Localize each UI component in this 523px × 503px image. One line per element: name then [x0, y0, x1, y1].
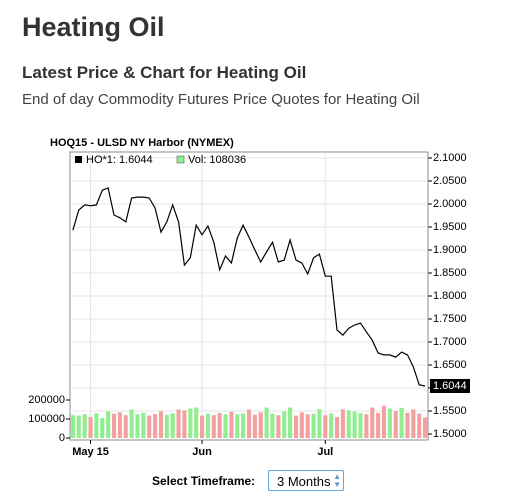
- volume-bar: [423, 417, 428, 438]
- y2-tick-label: 200000: [28, 394, 65, 406]
- volume-bar: [88, 417, 93, 438]
- y-tick-label: 1.8500: [433, 267, 467, 279]
- volume-bar: [364, 414, 369, 438]
- volume-bar: [211, 415, 216, 438]
- volume-bar: [276, 415, 281, 438]
- x-tick-label: May 15: [72, 446, 109, 458]
- page-title: Heating Oil: [22, 12, 165, 42]
- last-price-label: 1.6044: [433, 380, 467, 392]
- volume-bar: [147, 415, 152, 438]
- volume-bar: [311, 413, 316, 438]
- y-tick-label: 1.6500: [433, 359, 467, 371]
- volume-bar: [194, 407, 199, 438]
- volume-bar: [340, 409, 345, 438]
- volume-bar: [405, 412, 410, 438]
- volume-bar: [258, 412, 263, 438]
- volume-bar: [241, 413, 246, 438]
- volume-bar: [100, 418, 105, 438]
- volume-bar: [141, 412, 146, 438]
- y2-tick-label: 100000: [28, 413, 65, 425]
- y-tick-label: 1.5500: [433, 405, 467, 417]
- volume-bar: [370, 407, 375, 438]
- volume-bar: [329, 413, 334, 438]
- volume-bar: [176, 409, 181, 438]
- volume-bar: [217, 412, 222, 438]
- volume-bar: [229, 411, 234, 438]
- price-line: [72, 187, 426, 387]
- select-arrow: ▲ ▼: [333, 472, 341, 489]
- y-tick-label: 1.8000: [433, 290, 467, 302]
- timeframe-value: 3 Months: [277, 474, 331, 489]
- volume-bar: [411, 409, 416, 438]
- volume-bar: [358, 413, 363, 438]
- volume-bar: [153, 414, 158, 438]
- volume-bar: [235, 414, 240, 438]
- volume-bar: [164, 414, 169, 438]
- volume-bar: [199, 415, 205, 438]
- y-tick-label: 1.9500: [433, 221, 467, 233]
- volume-bar: [288, 407, 293, 438]
- volume-bar: [346, 410, 351, 438]
- y-tick-label: 1.7500: [433, 313, 467, 325]
- volume-bar: [223, 414, 228, 438]
- volume-bar: [376, 412, 381, 438]
- timeframe-select[interactable]: 3 Months ▲ ▼: [268, 470, 344, 491]
- volume-bar: [317, 409, 322, 438]
- volume-bar: [111, 413, 117, 438]
- volume-bar: [188, 408, 193, 438]
- volume-bar: [264, 407, 269, 438]
- volume-bar: [205, 413, 210, 438]
- chart: HOQ15 - ULSD NY Harbor (NYMEX) 2.1000 2.0…: [28, 137, 470, 458]
- volume-bar: [352, 411, 357, 438]
- volume-bar: [282, 411, 287, 438]
- volume-bar: [387, 408, 392, 438]
- legend-swatch: [176, 155, 185, 164]
- y-tick-label: 1.7000: [433, 336, 467, 348]
- last-price-box: [430, 378, 470, 393]
- y-tick-label: 2.0500: [433, 175, 467, 187]
- volume-bar: [305, 414, 310, 438]
- volume-bar: [270, 413, 275, 438]
- chart-title: HOQ15 - ULSD NY Harbor (NYMEX): [50, 137, 234, 149]
- volume-bar: [393, 411, 398, 438]
- volume-bar: [70, 415, 75, 438]
- volume-bar: [129, 409, 134, 438]
- volume-bar: [399, 407, 404, 438]
- volume-bar: [170, 413, 175, 438]
- y-tick-label: 2.1000: [433, 152, 467, 164]
- volume-bar: [123, 415, 128, 438]
- page-subtitle: Latest Price & Chart for Heating Oil: [22, 63, 307, 82]
- y-tick-label: 1.9000: [433, 244, 467, 256]
- volume-bar: [323, 415, 328, 438]
- volume-bar: [158, 411, 164, 438]
- volume-bar: [94, 413, 99, 438]
- volume-bar: [106, 411, 111, 438]
- volume-bar: [293, 415, 299, 438]
- volume-bar: [417, 413, 422, 438]
- volume-bar: [76, 415, 81, 438]
- y-tick-label: 2.0000: [433, 198, 467, 210]
- volume-bar: [381, 405, 387, 438]
- x-tick-label: Jul: [317, 446, 333, 458]
- legend-label: Vol: 108036: [188, 154, 246, 166]
- volume-bar: [252, 414, 257, 438]
- legend-label: HO*1: 1.6044: [86, 154, 153, 166]
- volume-bar: [182, 410, 187, 438]
- legend-swatch: [75, 156, 82, 163]
- volume-bar: [299, 412, 304, 438]
- x-tick-label: Jun: [192, 446, 212, 458]
- volume-bar: [82, 414, 87, 438]
- volume-bar: [117, 412, 122, 438]
- volume-bar: [246, 409, 252, 438]
- volume-bar: [334, 417, 340, 438]
- y-tick-label: 1.5000: [433, 428, 467, 440]
- page-description: End of day Commodity Futures Price Quote…: [22, 91, 420, 108]
- volume-bar: [135, 414, 140, 438]
- timeframe-label: Select Timeframe:: [152, 474, 256, 488]
- y2-tick-label: 0: [59, 432, 65, 444]
